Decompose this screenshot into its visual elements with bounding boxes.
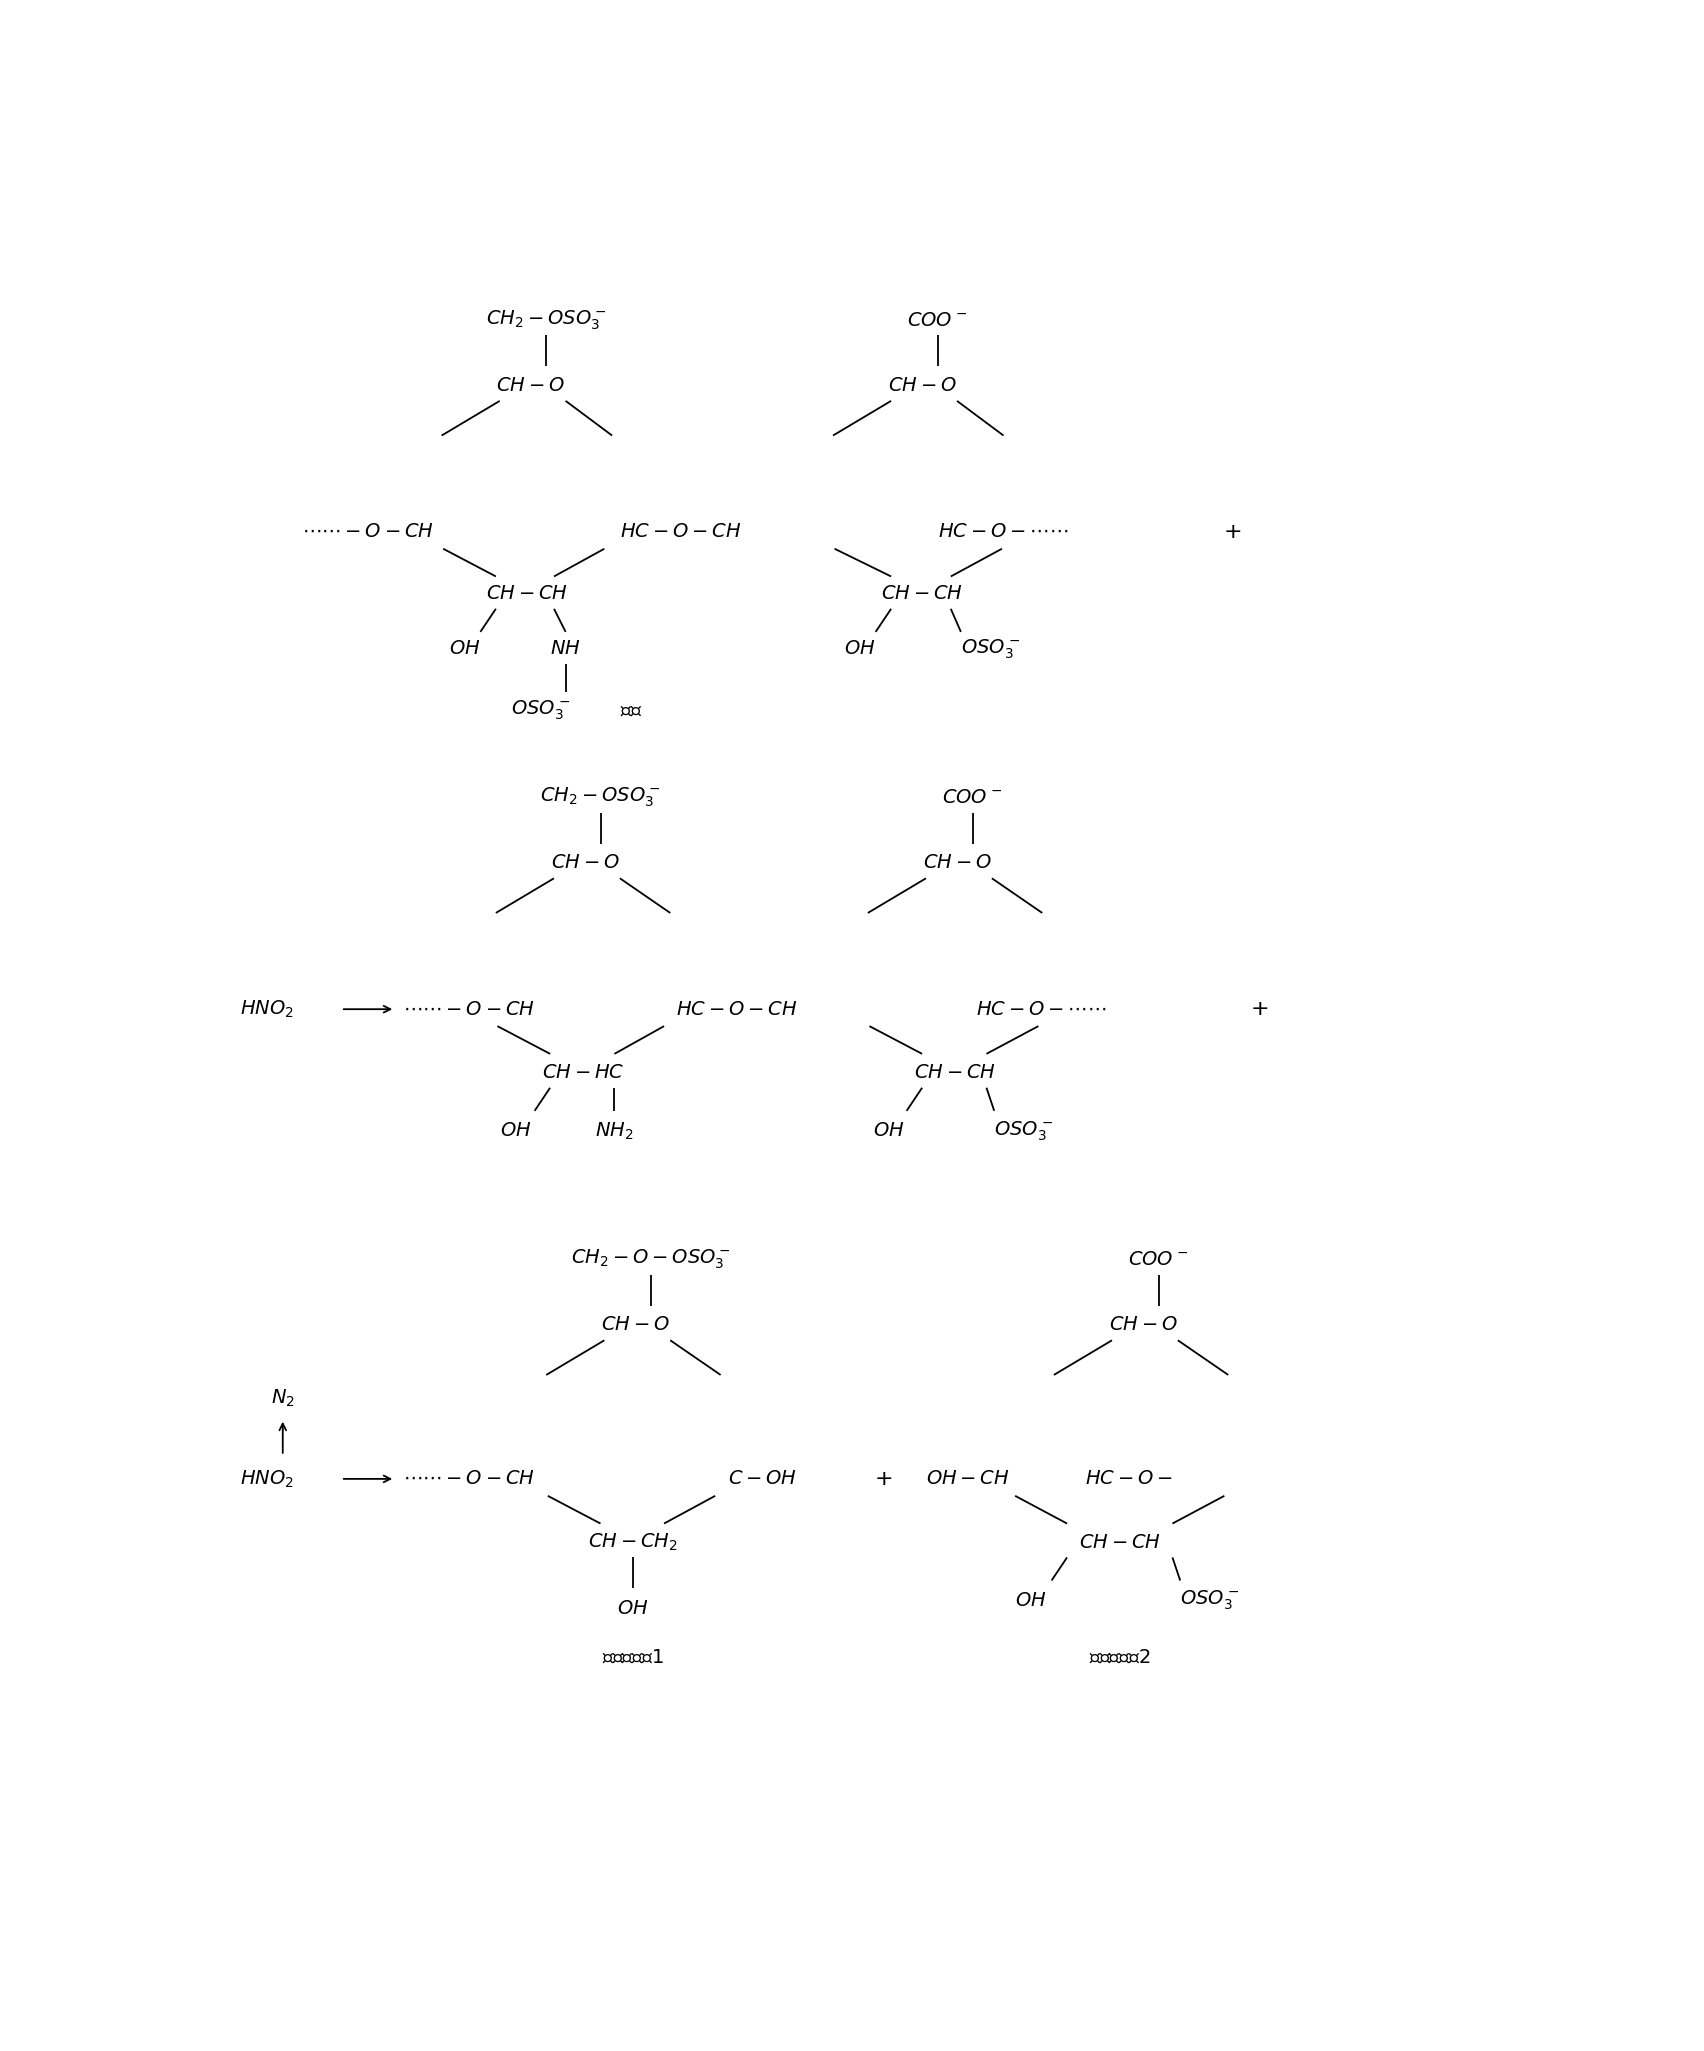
Text: $N_2$: $N_2$	[271, 1386, 295, 1409]
Text: $HNO_2$: $HNO_2$	[240, 1469, 295, 1489]
Text: $CH-O$: $CH-O$	[602, 1315, 670, 1335]
Text: $OSO_3^-$: $OSO_3^-$	[511, 699, 571, 722]
Text: $CH-HC$: $CH-HC$	[542, 1062, 625, 1081]
Text: $HC-O-$: $HC-O-$	[1085, 1469, 1172, 1489]
Text: $CH-O$: $CH-O$	[1109, 1315, 1177, 1335]
Text: $+$: $+$	[1223, 521, 1241, 541]
Text: $HC-O-CH$: $HC-O-CH$	[676, 999, 797, 1019]
Text: $OSO_3^-$: $OSO_3^-$	[1181, 1590, 1239, 1612]
Text: $\cdots\cdots-O-CH$: $\cdots\cdots-O-CH$	[302, 523, 435, 541]
Text: $\cdots\cdots-O-CH$: $\cdots\cdots-O-CH$	[402, 1469, 535, 1489]
Text: $CH_2-O-OSO_3^-$: $CH_2-O-OSO_3^-$	[571, 1247, 731, 1272]
Text: $低分子肝素2$: $低分子肝素2$	[1089, 1649, 1150, 1667]
Text: $NH$: $NH$	[550, 640, 581, 658]
Text: $OH$: $OH$	[450, 640, 481, 658]
Text: $低分子肝素1$: $低分子肝素1$	[602, 1649, 665, 1667]
Text: $COO^-$: $COO^-$	[1128, 1249, 1189, 1270]
Text: $C-OH$: $C-OH$	[728, 1469, 797, 1489]
Text: $CH-O$: $CH-O$	[888, 375, 956, 396]
Text: $OH$: $OH$	[617, 1598, 649, 1618]
Text: $HC-O-CH$: $HC-O-CH$	[620, 523, 741, 541]
Text: $CH-O$: $CH-O$	[922, 853, 992, 872]
Text: $+$: $+$	[1251, 999, 1268, 1019]
Text: $HNO_2$: $HNO_2$	[240, 999, 295, 1019]
Text: $\cdots\cdots-O-CH$: $\cdots\cdots-O-CH$	[402, 999, 535, 1019]
Text: $+$: $+$	[874, 1469, 893, 1489]
Text: $CH-CH$: $CH-CH$	[915, 1062, 997, 1081]
Text: $NH_2$: $NH_2$	[595, 1120, 634, 1142]
Text: $CH-O$: $CH-O$	[550, 853, 619, 872]
Text: $OH$: $OH$	[499, 1122, 532, 1140]
Text: $OH$: $OH$	[845, 640, 876, 658]
Text: $OH$: $OH$	[1016, 1592, 1046, 1610]
Text: $COO^-$: $COO^-$	[908, 310, 968, 330]
Text: $CH-CH$: $CH-CH$	[881, 585, 963, 603]
Text: $CH-CH$: $CH-CH$	[1079, 1532, 1160, 1551]
Text: $COO^-$: $COO^-$	[942, 788, 1002, 806]
Text: $肝素$: $肝素$	[620, 701, 642, 720]
Text: $CH_2-OSO_3^-$: $CH_2-OSO_3^-$	[486, 308, 607, 332]
Text: $OSO_3^-$: $OSO_3^-$	[993, 1120, 1053, 1142]
Text: $CH-CH$: $CH-CH$	[486, 585, 567, 603]
Text: $HC-O-\cdots\cdots$: $HC-O-\cdots\cdots$	[976, 999, 1106, 1019]
Text: $OH-CH$: $OH-CH$	[925, 1469, 1010, 1489]
Text: $OH$: $OH$	[872, 1122, 905, 1140]
Text: $CH_2-OSO_3^-$: $CH_2-OSO_3^-$	[540, 786, 661, 810]
Text: $HC-O-\cdots\cdots$: $HC-O-\cdots\cdots$	[937, 523, 1068, 541]
Text: $CH-CH_2$: $CH-CH_2$	[588, 1532, 678, 1553]
Text: $CH-O$: $CH-O$	[496, 375, 566, 396]
Text: $OSO_3^-$: $OSO_3^-$	[961, 638, 1021, 660]
